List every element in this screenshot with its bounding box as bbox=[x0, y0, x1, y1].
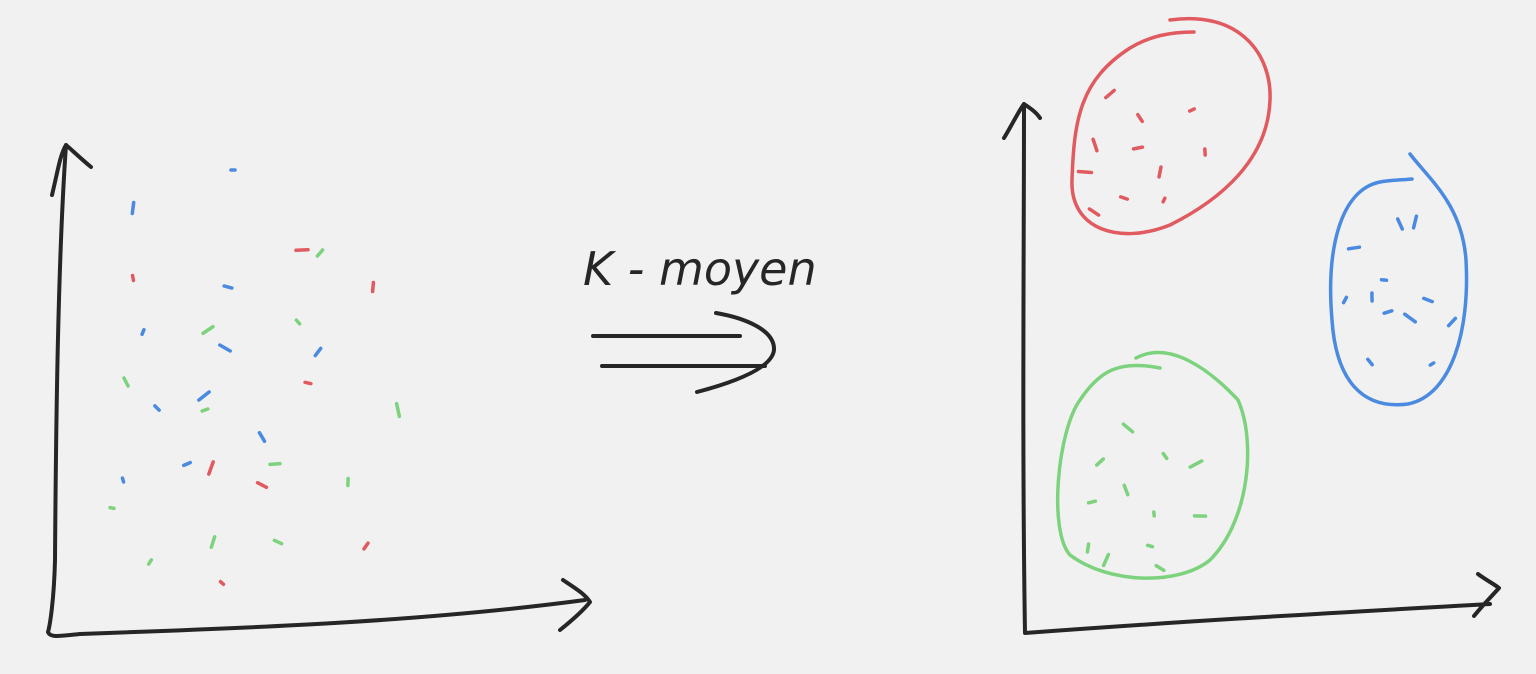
point bbox=[1188, 459, 1204, 469]
point bbox=[1341, 295, 1349, 305]
point bbox=[209, 535, 217, 549]
point bbox=[146, 558, 154, 566]
point bbox=[1101, 552, 1111, 568]
point bbox=[197, 390, 211, 402]
point bbox=[1346, 245, 1362, 251]
point bbox=[313, 346, 323, 358]
point bbox=[1382, 309, 1394, 315]
point bbox=[200, 407, 210, 413]
points bbox=[108, 88, 1458, 587]
point bbox=[394, 401, 402, 419]
point bbox=[1154, 563, 1166, 573]
point bbox=[1104, 88, 1116, 100]
point bbox=[303, 380, 313, 386]
point bbox=[315, 248, 325, 258]
point bbox=[222, 284, 234, 290]
point bbox=[1136, 112, 1144, 124]
point bbox=[122, 376, 130, 388]
point bbox=[1411, 214, 1419, 230]
point bbox=[1395, 217, 1405, 231]
point bbox=[1118, 195, 1130, 201]
point bbox=[1076, 169, 1094, 175]
point bbox=[1086, 499, 1098, 505]
point bbox=[1187, 107, 1197, 113]
point bbox=[130, 200, 136, 216]
point bbox=[1085, 542, 1091, 554]
transform-arrow bbox=[591, 311, 777, 394]
point bbox=[1157, 165, 1163, 179]
point bbox=[1131, 145, 1145, 151]
point bbox=[1091, 137, 1099, 153]
green-cluster bbox=[1056, 351, 1250, 580]
point bbox=[257, 430, 267, 444]
point bbox=[1422, 296, 1434, 304]
point bbox=[153, 404, 161, 412]
point bbox=[182, 460, 192, 468]
point bbox=[120, 476, 126, 484]
point bbox=[1379, 277, 1389, 283]
point bbox=[1122, 483, 1130, 497]
left-axes bbox=[46, 143, 592, 638]
point bbox=[140, 327, 146, 337]
point bbox=[207, 460, 215, 476]
point bbox=[1161, 196, 1167, 204]
point bbox=[1446, 316, 1458, 328]
point bbox=[130, 273, 136, 283]
point bbox=[201, 324, 215, 336]
blue-cluster bbox=[1328, 152, 1469, 407]
point bbox=[218, 579, 226, 587]
point bbox=[108, 505, 116, 511]
point bbox=[1145, 543, 1155, 549]
point bbox=[1402, 312, 1418, 324]
point bbox=[294, 318, 302, 326]
point bbox=[268, 461, 282, 467]
point bbox=[1366, 357, 1374, 367]
point bbox=[1161, 451, 1169, 461]
point bbox=[255, 480, 269, 490]
point bbox=[370, 280, 376, 294]
point bbox=[1087, 207, 1101, 217]
point bbox=[1428, 361, 1436, 367]
point bbox=[1121, 422, 1135, 434]
right-axes bbox=[1002, 102, 1501, 635]
point bbox=[362, 541, 370, 551]
red-cluster bbox=[1070, 16, 1272, 236]
method-label: K - moyen bbox=[583, 242, 817, 296]
point bbox=[272, 538, 284, 546]
point bbox=[218, 343, 232, 353]
point bbox=[1094, 457, 1106, 467]
